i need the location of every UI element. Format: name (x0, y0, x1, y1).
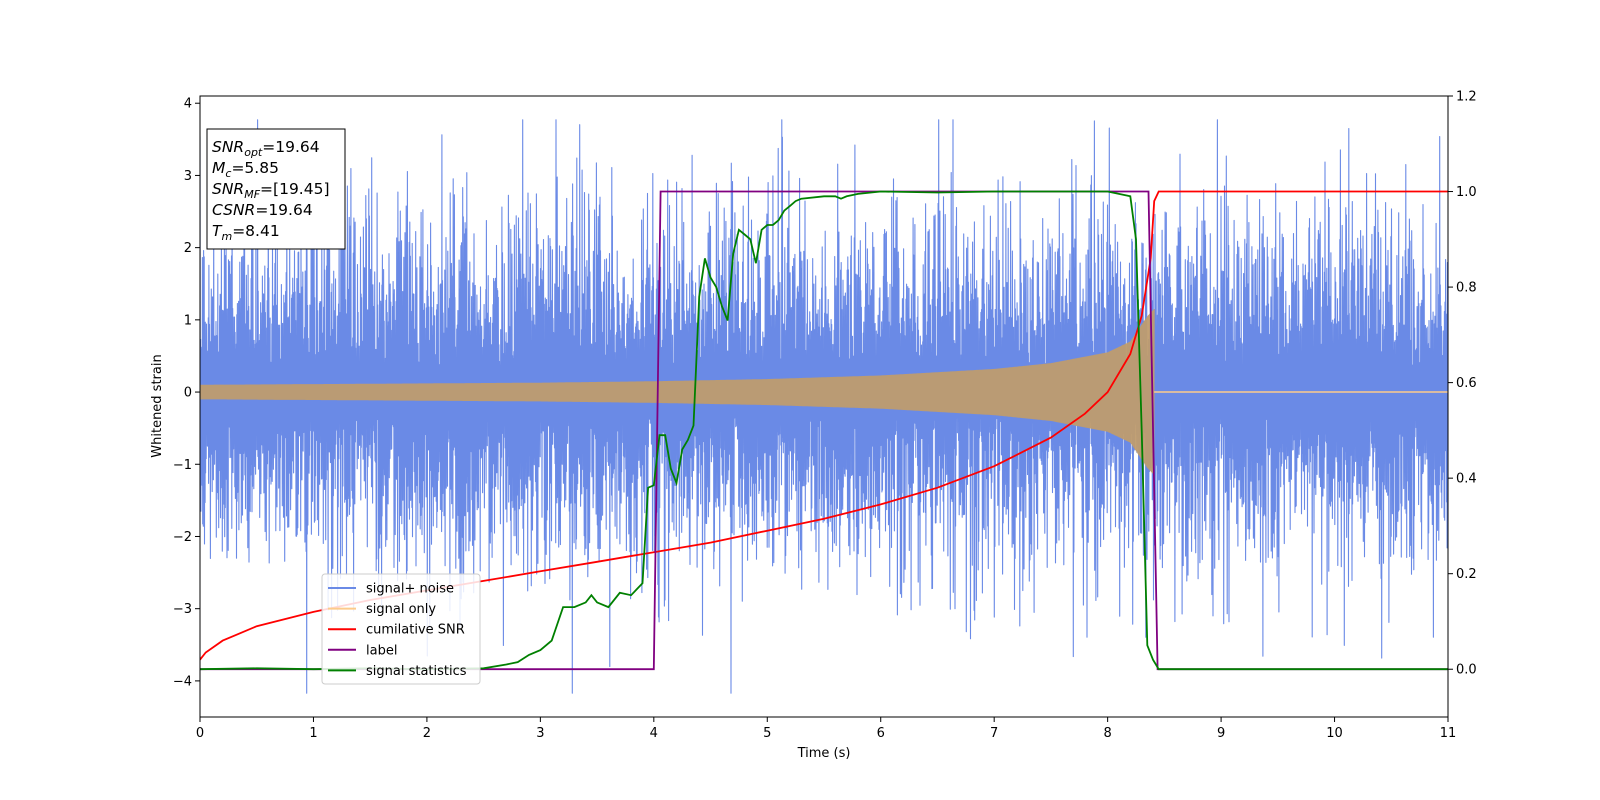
y-axis-label: Whitened strain (150, 354, 165, 457)
y-left-tick-label: 2 (184, 241, 192, 256)
x-tick-label: 4 (650, 726, 658, 741)
legend-label: label (366, 643, 397, 658)
y-right-tick-label: 0.2 (1456, 567, 1477, 582)
x-axis-label: Time (s) (797, 746, 851, 761)
legend: signal+ noise signal only cumilative SNR la… (321, 573, 481, 685)
x-tick-label: 5 (763, 726, 771, 741)
series-signal-noise (200, 119, 1448, 694)
annotation-line: CSNR=19.64 (212, 201, 313, 219)
y-left-tick-label: 1 (184, 313, 192, 328)
y-left-tick-label: 4 (184, 97, 192, 112)
legend-label: signal statistics (366, 664, 467, 679)
y-right-tick-label: 0.6 (1456, 376, 1477, 391)
x-tick-label: 6 (877, 726, 885, 741)
x-tick-label: 7 (990, 726, 998, 741)
x-tick-label: 3 (536, 726, 544, 741)
x-tick-label: 0 (196, 726, 204, 741)
snr-annotation-box: SNRopt=19.64Mc=5.85SNRMF=[19.45]CSNR=19.… (206, 128, 346, 250)
x-tick-label: 9 (1217, 726, 1225, 741)
y-left-tick-label: 3 (184, 169, 192, 184)
y-left-tick-label: 0 (184, 386, 192, 401)
y-right-tick-label: 0.8 (1456, 281, 1477, 296)
y-left-tick-label: −1 (173, 458, 192, 473)
x-axis: 0 1 2 3 4 5 6 7 8 9 10 11 (196, 717, 1456, 741)
y-right-tick-label: 0.0 (1456, 663, 1477, 678)
legend-label: cumilative SNR (366, 623, 465, 638)
y-right-tick-label: 1.2 (1456, 90, 1477, 105)
x-tick-label: 10 (1326, 726, 1343, 741)
annotation-line: SNRMF=[19.45] (212, 180, 330, 201)
legend-label: signal only (366, 602, 436, 617)
x-tick-label: 11 (1440, 726, 1457, 741)
y-right-tick-label: 0.4 (1456, 472, 1477, 487)
annotation-line: Tm=8.41 (212, 222, 280, 243)
plot-frame (199, 95, 1449, 718)
legend-label: signal+ noise (366, 582, 454, 597)
annotation-line: SNRopt=19.64 (212, 138, 320, 159)
y-left-tick-label: −2 (173, 530, 192, 545)
annotation-line: Mc=5.85 (212, 159, 279, 180)
y-right-tick-label: 1.0 (1456, 185, 1477, 200)
y-axis-left: −4 −3 −2 −1 0 1 2 3 4 (173, 97, 200, 689)
x-tick-label: 1 (309, 726, 317, 741)
x-tick-label: 8 (1103, 726, 1111, 741)
y-axis-right: 0.0 0.2 0.4 0.6 0.8 1.0 1.2 (1448, 90, 1477, 678)
y-left-tick-label: −3 (173, 602, 192, 617)
x-tick-label: 2 (423, 726, 431, 741)
series-signal-statistics (200, 190, 1448, 671)
y-left-tick-label: −4 (173, 674, 192, 689)
series-signal-only (200, 308, 1155, 475)
